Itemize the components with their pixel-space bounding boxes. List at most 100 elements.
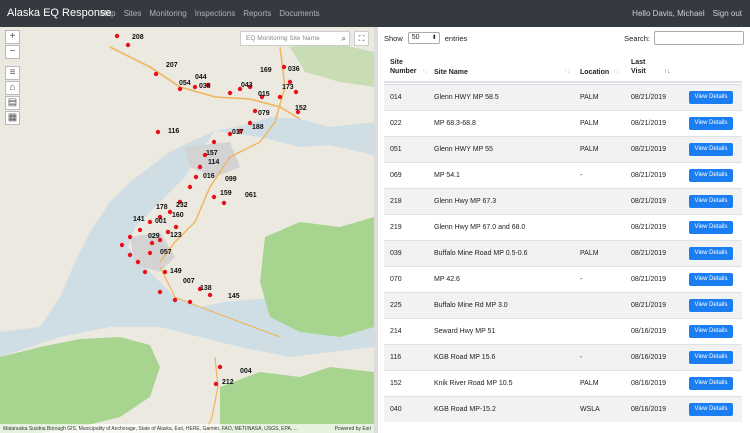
cell-site-name: Seward Hwy MP 51 <box>434 328 496 335</box>
cell-location: - <box>580 276 583 283</box>
brand-title[interactable]: Alaska EQ Response <box>7 7 112 19</box>
map-panel[interactable]: 208 207 054 044 038 043 015 173 169 036 … <box>0 27 374 433</box>
table-search: Search: <box>624 31 744 45</box>
view-details-button[interactable]: View Details <box>689 351 733 364</box>
map-controls: + − ≡ ⌂ ▤ ▦ <box>5 30 20 126</box>
view-details-button[interactable]: View Details <box>689 143 733 156</box>
view-details-button[interactable]: View Details <box>689 403 733 416</box>
document-button[interactable]: ▤ <box>5 96 20 110</box>
nav-monitoring[interactable]: Monitoring <box>149 9 187 18</box>
view-details-button[interactable]: View Details <box>689 299 733 312</box>
map-label-141: 141 <box>133 216 145 223</box>
sign-out-link[interactable]: Sign out <box>712 9 742 18</box>
road-seward-hwy <box>159 266 281 338</box>
view-details-button[interactable]: View Details <box>689 247 733 260</box>
map-label-173: 173 <box>282 84 294 91</box>
map-label-061: 061 <box>245 192 257 199</box>
search-label: Search: <box>624 33 650 43</box>
cell-site-name: MP 68.3-68.8 <box>434 120 476 127</box>
nav-inspections[interactable]: Inspections <box>194 9 236 18</box>
sort-icon[interactable]: ↑↓ <box>422 69 428 75</box>
table-row: 219 Glenn Hwy MP 67.0 and 68.0 08/21/2019 V… <box>384 214 742 240</box>
pane-divider[interactable] <box>374 27 378 433</box>
view-details-button[interactable]: View Details <box>689 91 733 104</box>
cell-last-visit: 08/21/2019 <box>631 302 667 309</box>
view-details-button[interactable]: View Details <box>689 169 733 182</box>
site-labels: 208 207 054 044 038 043 015 173 169 036 … <box>132 34 307 386</box>
map-label-016: 016 <box>203 173 215 180</box>
map-basemap[interactable]: 208 207 054 044 038 043 015 173 169 036 … <box>0 27 374 433</box>
sort-icon[interactable]: ↑↓ <box>613 69 619 75</box>
map-label-149: 149 <box>170 268 182 275</box>
cell-site-number: 116 <box>390 354 402 361</box>
view-details-button[interactable]: View Details <box>689 325 733 338</box>
zoom-in-button[interactable]: + <box>5 30 20 44</box>
user-greeting[interactable]: Hello Davis, Michael <box>632 9 705 18</box>
map-label-114: 114 <box>208 159 219 166</box>
map-label-015: 015 <box>258 91 270 98</box>
map-label-123: 123 <box>170 232 182 239</box>
forest-chugach <box>260 217 374 337</box>
nav-sites[interactable]: Sites <box>123 9 142 18</box>
entries-select[interactable]: 50 ⬍ <box>407 32 440 44</box>
cell-location: PALM <box>580 94 599 101</box>
layers-list-button[interactable]: ≡ <box>5 66 20 80</box>
view-details-button[interactable]: View Details <box>689 377 733 390</box>
table-row: 214 Seward Hwy MP 51 08/16/2019 View Detail… <box>384 318 742 344</box>
qr-code-button[interactable]: ▦ <box>5 111 20 125</box>
sites-table-panel: Show 50 ⬍ entries Search: Site Number ↑↓… <box>378 27 750 433</box>
map-search-placeholder: EQ Monitoring Site Name <box>246 35 320 42</box>
map-label-159: 159 <box>220 190 232 197</box>
map-search-input[interactable]: EQ Monitoring Site Name ⌕ <box>240 31 350 46</box>
airport <box>130 232 175 272</box>
header-last-visit[interactable]: Last Visit <box>631 58 646 76</box>
table-row: 116 KGB Road MP 15.6 - 08/16/2019 View Detai… <box>384 344 742 370</box>
view-details-button[interactable]: View Details <box>689 117 733 130</box>
top-navbar: Alaska EQ Response Map Sites Monitoring … <box>0 0 750 27</box>
map-label-178: 178 <box>156 204 168 211</box>
cell-location: PALM <box>580 250 599 257</box>
nav-reports[interactable]: Reports <box>243 9 272 18</box>
cell-last-visit: 08/21/2019 <box>631 198 667 205</box>
forest-southeast <box>220 367 374 433</box>
cell-location: WSLA <box>580 406 600 413</box>
header-site-number-line1: Site <box>390 59 403 66</box>
table-row: 051 Glenn HWY MP 55 PALM 08/21/2019 View Det… <box>384 136 742 162</box>
sort-icon[interactable]: ↑↓ <box>564 69 570 75</box>
cell-last-visit: 08/16/2019 <box>631 328 667 335</box>
nav-documents[interactable]: Documents <box>279 9 320 18</box>
cell-site-number: 218 <box>390 198 402 205</box>
view-details-button[interactable]: View Details <box>689 195 733 208</box>
header-last-visit-line2: Visit <box>631 68 646 75</box>
map-label-057: 057 <box>160 249 172 256</box>
map-label-017: 017 <box>232 129 244 136</box>
cell-site-number: 040 <box>390 406 402 413</box>
table-search-input[interactable] <box>654 31 744 45</box>
cell-site-name: Glenn Hwy MP 67.0 and 68.0 <box>434 224 526 231</box>
zoom-out-button[interactable]: − <box>5 45 20 59</box>
fullscreen-button[interactable]: ⛶ <box>354 31 369 46</box>
nav-map[interactable]: Map <box>100 9 116 18</box>
view-details-button[interactable]: View Details <box>689 273 733 286</box>
cell-last-visit: 08/21/2019 <box>631 146 667 153</box>
header-site-number[interactable]: Site Number <box>390 58 416 76</box>
table-row: 039 Buffalo Mine Road MP 0.5-0.6 PALM 08/21… <box>384 240 742 266</box>
cell-last-visit: 08/16/2019 <box>631 380 667 387</box>
view-details-button[interactable]: View Details <box>689 221 733 234</box>
map-label-157: 157 <box>206 150 218 157</box>
map-label-029: 029 <box>148 233 160 240</box>
cell-location: - <box>580 172 583 179</box>
map-label-079: 079 <box>258 110 270 117</box>
sort-desc-icon[interactable]: ↑↓ <box>664 69 670 75</box>
map-label-188: 188 <box>252 124 264 131</box>
site-markers[interactable] <box>114 33 301 387</box>
header-location[interactable]: Location <box>580 69 610 76</box>
home-button[interactable]: ⌂ <box>5 81 20 95</box>
map-label-145: 145 <box>228 293 240 300</box>
search-icon[interactable]: ⌕ <box>341 34 346 43</box>
cell-site-name: KGB Road MP 15.6 <box>434 354 496 361</box>
cell-last-visit: 08/21/2019 <box>631 250 667 257</box>
header-site-name[interactable]: Site Name <box>434 69 468 76</box>
powered-by-esri[interactable]: Powered by Esri <box>334 426 371 432</box>
table-row: 040 KGB Road MP-15.2 WSLA 08/16/2019 View De… <box>384 396 742 422</box>
